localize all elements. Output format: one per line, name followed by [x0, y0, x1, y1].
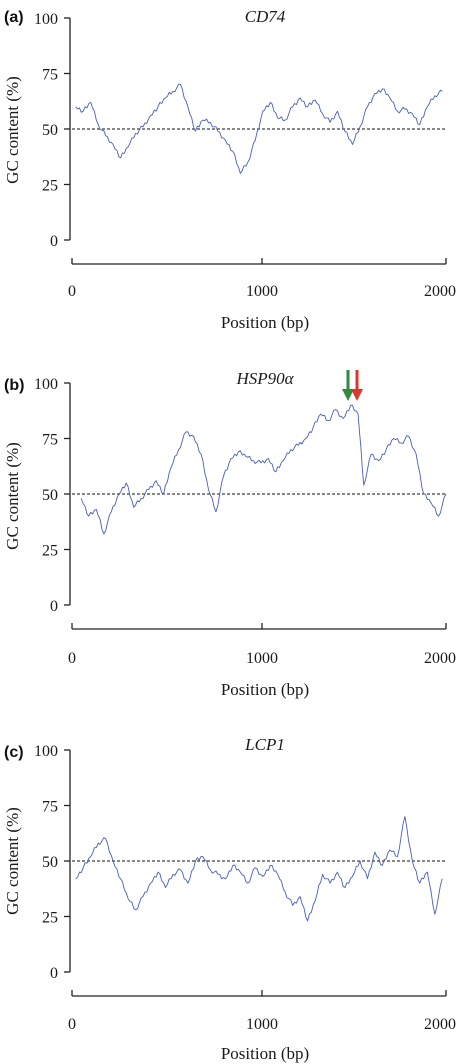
- x-ticks-c: 0 1000 2000: [68, 990, 456, 1033]
- y-tick-label-a-25: 25: [42, 178, 58, 195]
- y-tick-label-a-75: 75: [42, 67, 58, 84]
- y-tick-label-c-75: 75: [42, 799, 58, 816]
- y-ticks-b: 0 25 50 75 100: [34, 376, 70, 615]
- y-ticks-a: 0 25 50 75 100: [34, 11, 70, 250]
- x-tick-label-b-2000: 2000: [424, 650, 456, 667]
- panel-title-c: LCP1: [244, 735, 285, 754]
- panel-title-a: CD74: [245, 7, 286, 26]
- x-axis-label-a: Position (bp): [221, 313, 309, 332]
- y-tick-label-b-25: 25: [42, 543, 58, 560]
- y-tick-label-b-75: 75: [42, 432, 58, 449]
- x-tick-label-b-0: 0: [68, 650, 76, 667]
- y-axis-label-a: GC content (%): [3, 76, 22, 184]
- panel-label-b: (b): [4, 377, 24, 394]
- x-tick-label-a-2000: 2000: [424, 283, 456, 300]
- green-down-arrow-icon: [342, 370, 354, 401]
- x-axis-label-c: Position (bp): [221, 1044, 309, 1063]
- y-tick-label-c-25: 25: [42, 910, 58, 927]
- green-arrow-head: [342, 389, 354, 401]
- x-axis-label-b: Position (bp): [221, 680, 309, 699]
- panel-title-b: HSP90α: [235, 369, 294, 388]
- y-tick-label-c-0: 0: [50, 965, 58, 982]
- red-arrow-head: [351, 389, 363, 401]
- panel-c: (c) LCP1 GC content (%) Position (bp) 0 …: [3, 735, 456, 1063]
- x-tick-label-a-1000: 1000: [246, 283, 278, 300]
- x-tick-label-c-2000: 2000: [424, 1016, 456, 1033]
- x-ticks-b: 0 1000 2000: [68, 623, 456, 667]
- gc-content-series-a: [75, 83, 443, 174]
- gc-content-series-b: [80, 404, 447, 535]
- y-axis-label-b: GC content (%): [3, 442, 22, 550]
- y-tick-label-a-0: 0: [50, 233, 58, 250]
- x-ticks-a: 0 1000 2000: [68, 258, 456, 300]
- y-tick-label-c-50: 50: [42, 854, 58, 871]
- gc-content-series-c: [75, 816, 443, 922]
- panel-label-c: (c): [4, 744, 24, 761]
- x-tick-label-c-1000: 1000: [246, 1016, 278, 1033]
- y-tick-label-c-100: 100: [34, 743, 58, 760]
- x-tick-label-c-0: 0: [68, 1016, 76, 1033]
- y-ticks-c: 0 25 50 75 100: [34, 743, 70, 982]
- y-tick-label-b-100: 100: [34, 376, 58, 393]
- panel-a: (a) CD74 GC content (%) Position (bp) 0 …: [3, 7, 456, 332]
- y-tick-label-a-50: 50: [42, 122, 58, 139]
- panel-label-a: (a): [4, 9, 24, 26]
- x-tick-label-a-0: 0: [68, 283, 76, 300]
- y-tick-label-b-50: 50: [42, 487, 58, 504]
- x-tick-label-b-1000: 1000: [246, 650, 278, 667]
- y-axis-label-c: GC content (%): [3, 807, 22, 915]
- panel-b: (b) HSP90α GC content (%) Position (bp) …: [3, 369, 456, 699]
- y-tick-label-b-0: 0: [50, 598, 58, 615]
- y-tick-label-a-100: 100: [34, 11, 58, 28]
- red-down-arrow-icon: [351, 370, 363, 401]
